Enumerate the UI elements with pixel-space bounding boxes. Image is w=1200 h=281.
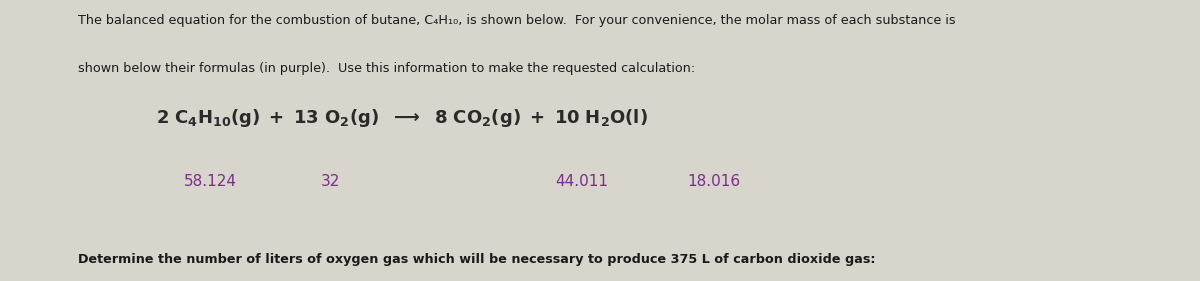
Text: $\bf{2\ C_4H_{10}(g)\ +\ 13\ O_2(g)\ \ \longrightarrow\ \ 8\ CO_2(g)\ +\ 10\ H_2: $\bf{2\ C_4H_{10}(g)\ +\ 13\ O_2(g)\ \ \…: [156, 107, 648, 129]
Text: 58.124: 58.124: [184, 174, 236, 189]
Text: shown below their formulas (in purple).  Use this information to make the reques: shown below their formulas (in purple). …: [78, 62, 695, 75]
Text: 18.016: 18.016: [688, 174, 740, 189]
Text: The balanced equation for the combustion of butane, C₄H₁₀, is shown below.  For : The balanced equation for the combustion…: [78, 14, 955, 27]
Text: 44.011: 44.011: [556, 174, 608, 189]
Text: 32: 32: [320, 174, 340, 189]
Text: Determine the number of liters of oxygen gas which will be necessary to produce : Determine the number of liters of oxygen…: [78, 253, 876, 266]
